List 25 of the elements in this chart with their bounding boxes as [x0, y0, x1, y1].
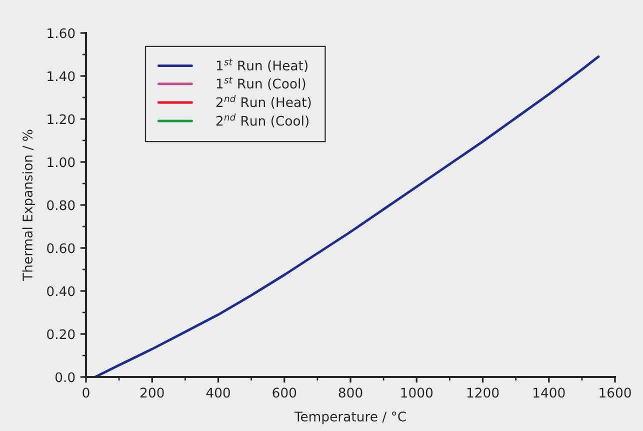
y-tick-label: 0.60: [47, 243, 75, 254]
legend-label: 1$^{st}$ Run (Heat): [216, 58, 308, 72]
y-axis-title: Thermal Expansion / %: [22, 130, 36, 281]
x-tick-label: 1600: [600, 388, 631, 398]
y-tick-label: 1.60: [48, 28, 75, 38]
y-tick-label: 0.20: [47, 329, 75, 340]
y-tick-label: 1.20: [48, 114, 75, 124]
y-tick-label: 1.00: [48, 157, 75, 168]
x-axis-title: Temperature / °C: [294, 412, 406, 424]
x-tick-label: 400: [206, 388, 230, 398]
y-tick-label: 0.40: [47, 286, 75, 296]
y-tick-label: 0.0: [55, 372, 75, 382]
x-tick-label: 600: [272, 388, 296, 398]
legend-label: 1$^{st}$ Run (Cool): [216, 76, 306, 90]
x-tick-label: 0: [82, 388, 90, 398]
x-tick-label: 200: [140, 388, 164, 398]
y-tick-label: 1.40: [48, 71, 75, 82]
line-series: [94, 55, 600, 377]
x-tick-label: 1400: [534, 388, 565, 398]
legend-label: 2$^{nd}$ Run (Heat): [216, 94, 311, 109]
x-tick-label: 1200: [467, 388, 499, 398]
x-tick-label: 1000: [401, 388, 433, 398]
x-tick-label: 800: [338, 388, 362, 398]
legend-label: 2$^{nd}$ Run (Cool): [216, 114, 308, 128]
y-tick-label: 0.80: [47, 200, 75, 210]
